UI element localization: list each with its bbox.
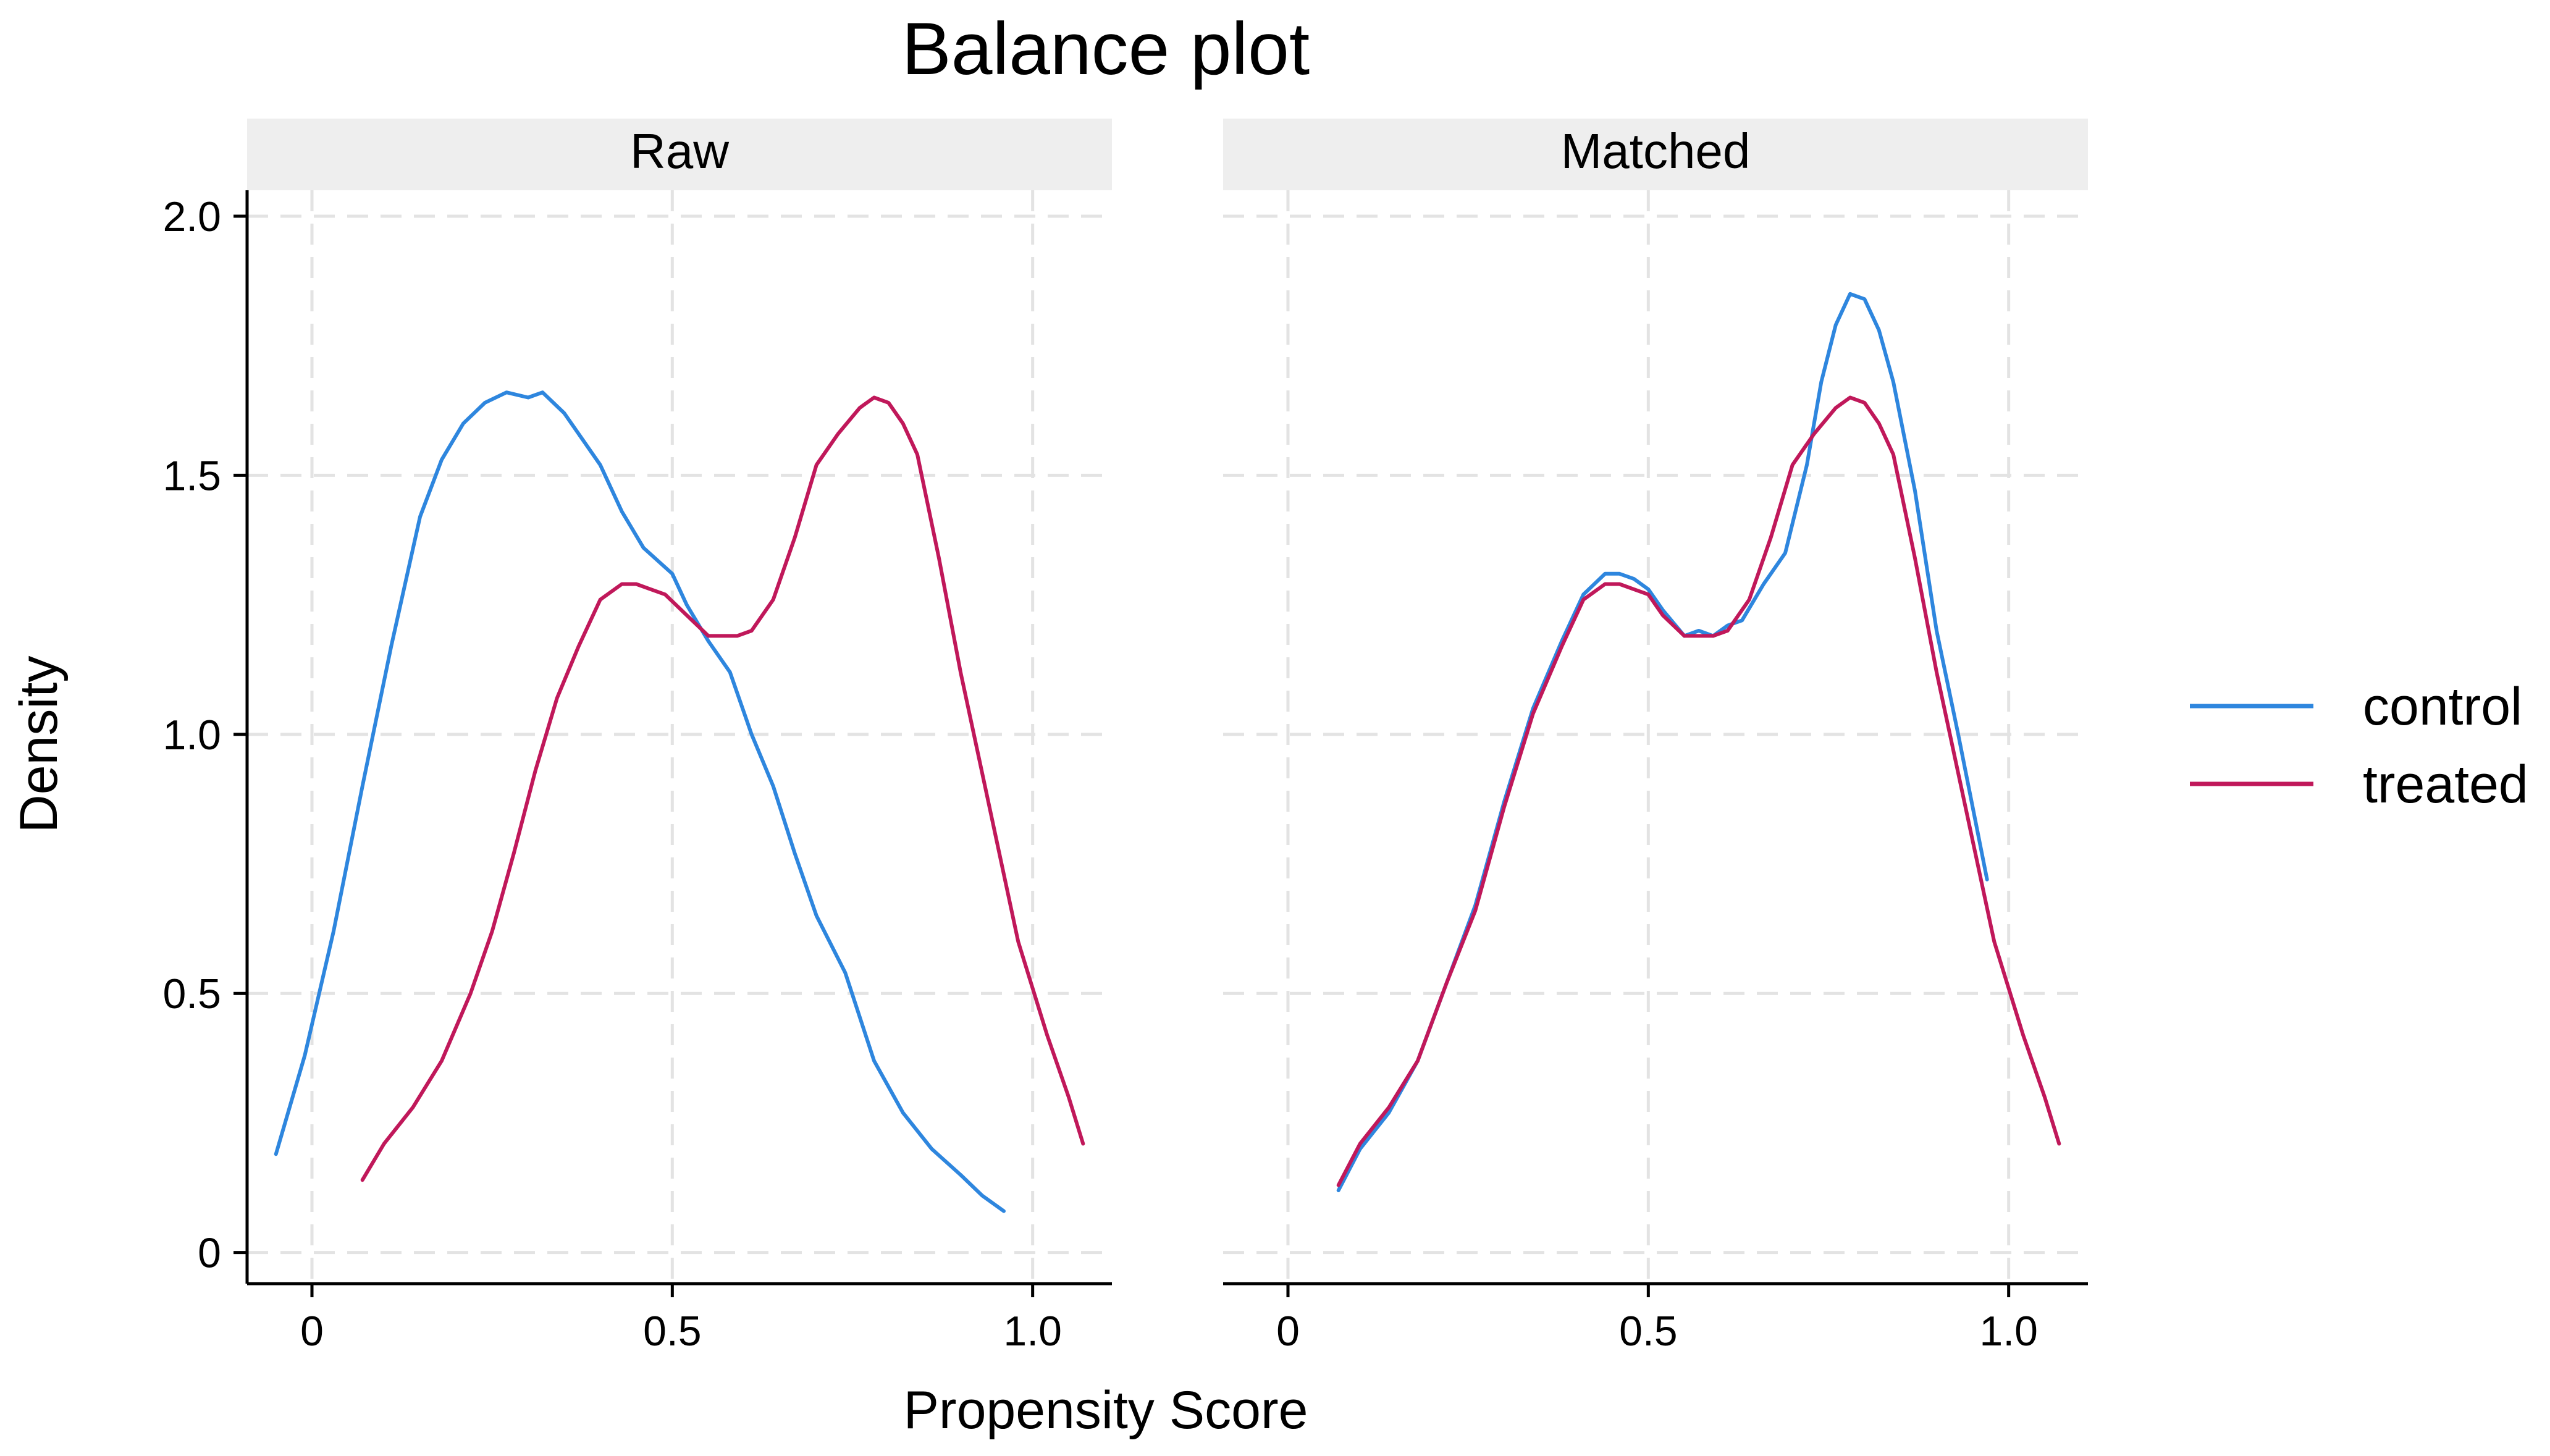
- y-tick-label: 1.0: [162, 712, 221, 759]
- x-tick-label: 0.5: [643, 1308, 702, 1355]
- legend-item-control: control: [2190, 677, 2522, 736]
- chart-title: Balance plot: [902, 7, 1310, 90]
- legend-item-treated: treated: [2190, 755, 2528, 814]
- x-tick-label: 0.5: [1619, 1308, 1678, 1355]
- x-tick-label: 1.0: [1003, 1308, 1062, 1355]
- panel-strip: [1223, 119, 2088, 190]
- panel-strip-label: Raw: [630, 124, 729, 179]
- y-tick-label: 1.5: [162, 452, 221, 499]
- legend-label: control: [2363, 677, 2522, 736]
- series-line-treated: [360, 395, 1085, 1182]
- panel-strip: [247, 119, 1112, 190]
- x-tick-label: 1.0: [1979, 1308, 2038, 1355]
- y-tick-label: 0.5: [162, 970, 221, 1017]
- panel-strip-label: Matched: [1561, 124, 1751, 179]
- y-tick-label: 2.0: [162, 193, 221, 240]
- panel-raw: Raw 0 0.5 1.0 0 0.5 1.0 1.5 2.0: [162, 119, 1112, 1355]
- panel-matched: Matched 0 0.5 1.0: [1223, 119, 2088, 1355]
- panels: Raw 0 0.5 1.0 0 0.5 1.0 1.5 2.0 Matched 0 0.5 1.0: [162, 119, 2088, 1355]
- legend-label: treated: [2363, 755, 2528, 814]
- x-axis-title: Propensity Score: [904, 1381, 1308, 1440]
- y-axis-title: Density: [9, 656, 69, 833]
- x-tick-label: 0: [300, 1308, 324, 1355]
- series-line-control: [274, 390, 1006, 1213]
- series-line-treated: [1336, 395, 2061, 1187]
- x-tick-label: 0: [1276, 1308, 1300, 1355]
- y-tick-label: 0: [198, 1230, 221, 1277]
- series-line-control: [1336, 292, 1989, 1192]
- legend: control treated: [2190, 677, 2528, 814]
